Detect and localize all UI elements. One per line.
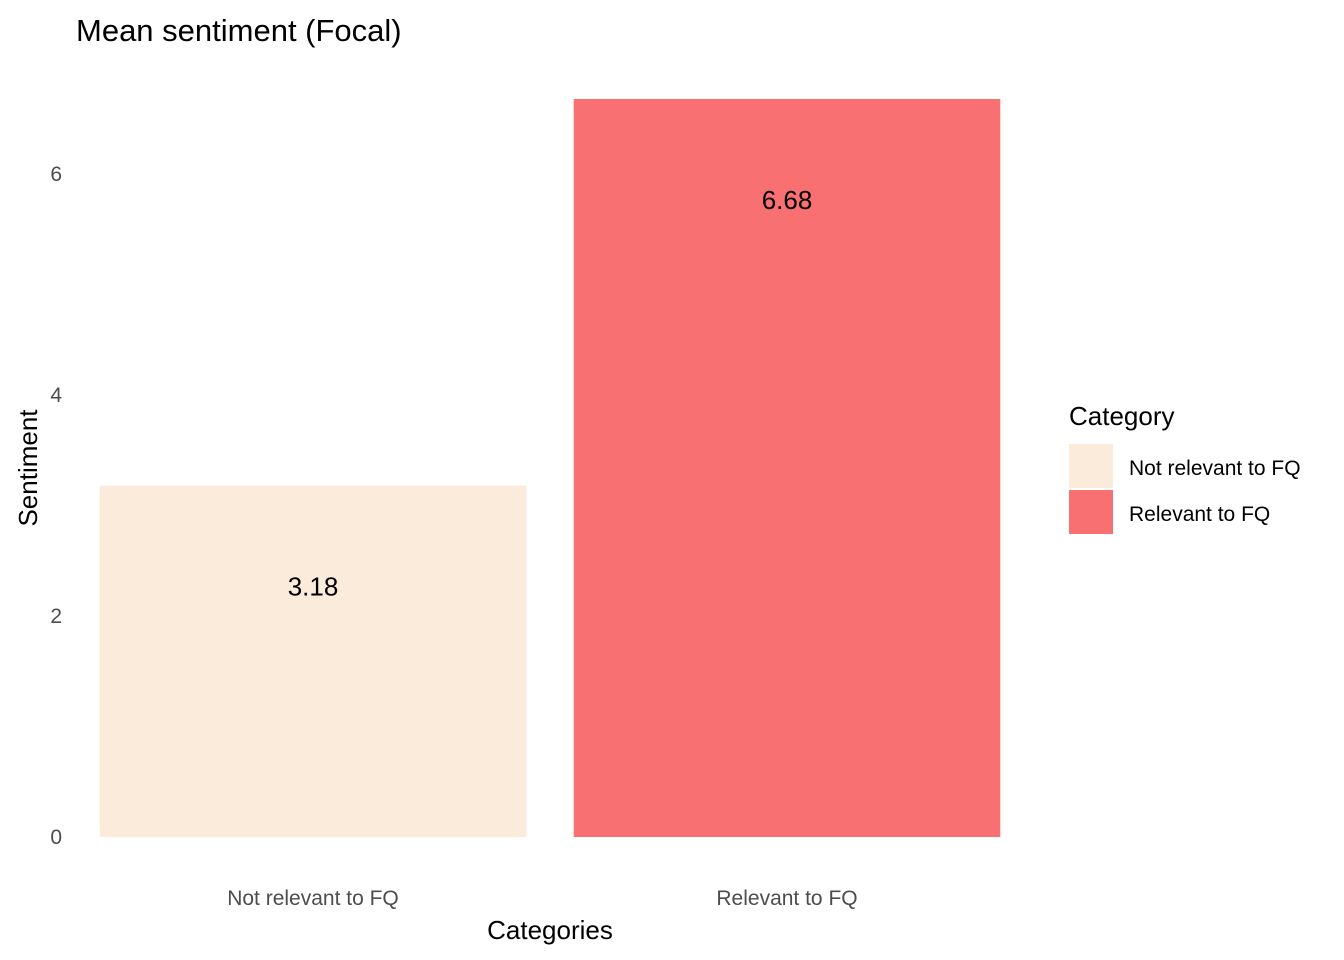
y-axis-title: Sentiment: [13, 409, 43, 527]
x-tick-label: Not relevant to FQ: [227, 887, 399, 910]
bar-value-labels: 3.18 6.68: [288, 185, 813, 602]
legend-label: Not relevant to FQ: [1129, 457, 1301, 480]
legend-label: Relevant to FQ: [1129, 503, 1270, 526]
legend-key: [1069, 444, 1113, 488]
bar-value-label: 6.68: [762, 185, 813, 215]
bar: [573, 99, 1001, 837]
y-tick-label: 0: [50, 826, 62, 849]
bars: [99, 99, 1001, 837]
legend-key: [1069, 490, 1113, 534]
bar-value-label: 3.18: [288, 572, 339, 602]
legend-title: Category: [1069, 401, 1175, 431]
bar: [99, 485, 527, 837]
x-axis-title: Categories: [487, 915, 613, 945]
chart-title: Mean sentiment (Focal): [76, 13, 402, 48]
y-tick-label: 6: [50, 163, 62, 186]
x-axis: Not relevant to FQ Relevant to FQ: [227, 887, 857, 910]
y-axis: 0 2 4 6: [50, 163, 62, 849]
x-tick-label: Relevant to FQ: [716, 887, 857, 910]
y-tick-label: 4: [50, 384, 62, 407]
legend: Category Not relevant to FQ Relevant to F…: [1069, 401, 1301, 534]
y-tick-label: 2: [50, 605, 62, 628]
